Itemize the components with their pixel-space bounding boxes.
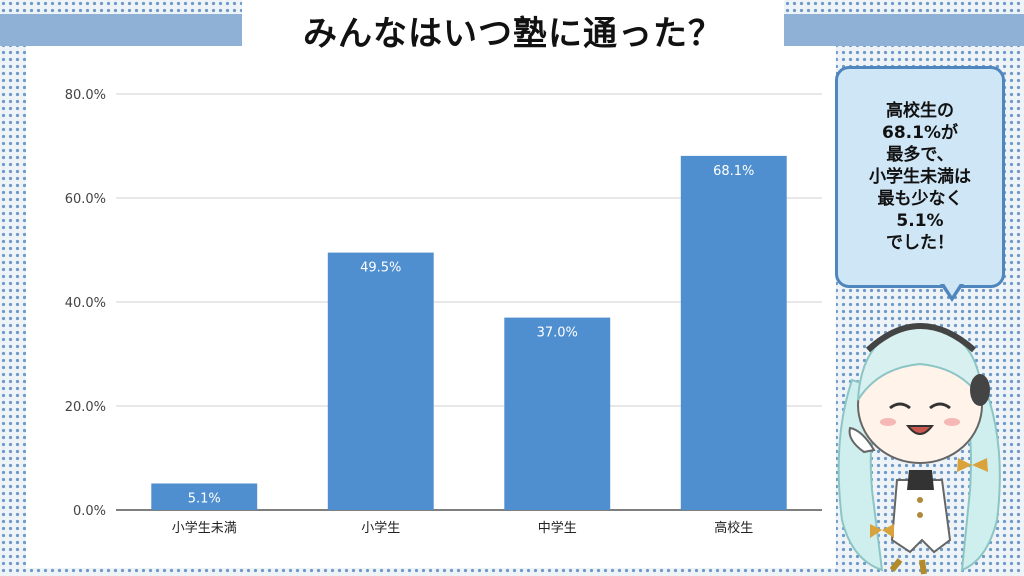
mascot-illustration (837, 323, 1001, 575)
y-tick-label: 60.0% (65, 192, 106, 207)
callout-text: 高校生の 68.1%が 最多で、 小学生未満は 最も少なく 5.1% でした！ (869, 101, 971, 253)
x-tick-label: 小学生未満 (172, 520, 237, 536)
data-label: 49.5% (360, 261, 401, 276)
y-tick-label: 80.0% (65, 88, 106, 103)
title-box: みんなはいつ塾に通った？ (242, 0, 784, 60)
bar (504, 317, 611, 510)
title-bar-right (784, 14, 1024, 46)
data-label: 68.1% (713, 164, 754, 179)
x-tick-label: 中学生 (538, 520, 577, 536)
title-bar-left (0, 14, 242, 46)
bar (680, 155, 787, 510)
y-tick-label: 0.0% (73, 504, 106, 519)
y-tick-label: 20.0% (65, 400, 106, 415)
bar (151, 483, 258, 510)
data-label: 37.0% (537, 326, 578, 341)
speech-bubble: 高校生の 68.1%が 最多で、 小学生未満は 最も少なく 5.1% でした！ (835, 66, 1005, 288)
page-title: みんなはいつ塾に通った？ (303, 13, 723, 54)
bar (327, 252, 434, 510)
x-tick-label: 小学生 (361, 520, 400, 536)
y-tick-label: 40.0% (65, 296, 106, 311)
speech-bubble-tail-inner (943, 282, 961, 296)
x-tick-label: 高校生 (714, 520, 753, 536)
data-label: 5.1% (188, 491, 221, 506)
